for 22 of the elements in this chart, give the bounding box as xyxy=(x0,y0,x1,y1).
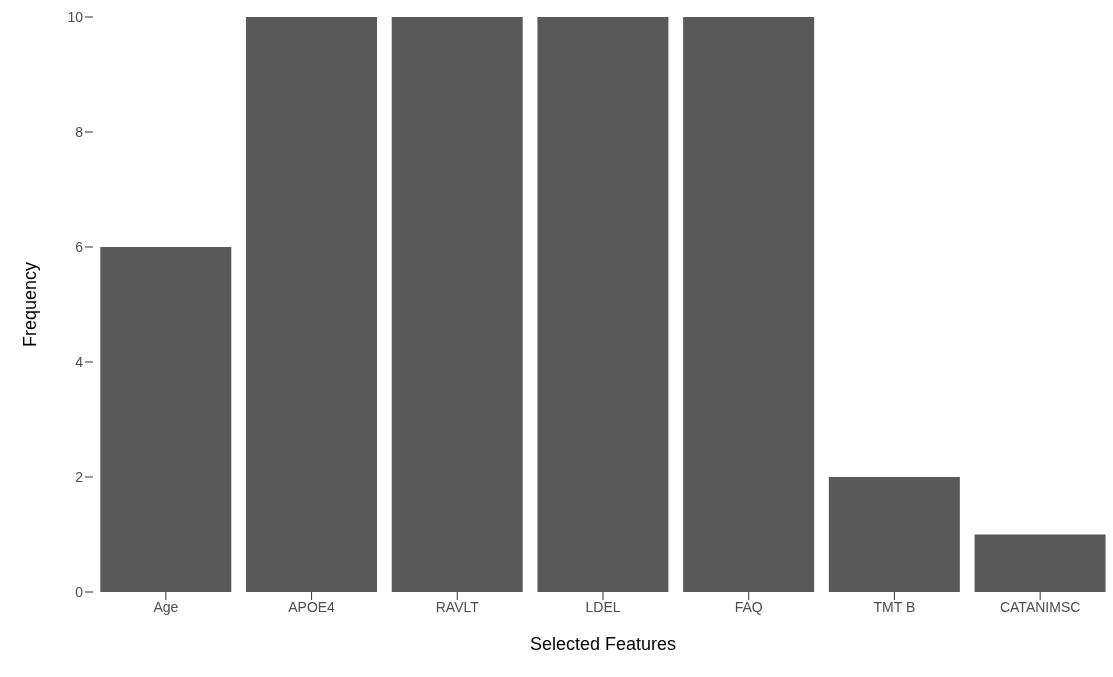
bar xyxy=(974,534,1106,592)
x-axis-title: Selected Features xyxy=(529,634,677,654)
bar xyxy=(683,17,815,592)
bar xyxy=(537,17,669,592)
x-tick-label: Age xyxy=(153,598,179,615)
y-tick-label: 6 xyxy=(75,238,84,255)
x-tick-label: APOE4 xyxy=(288,598,336,615)
y-tick-label: 4 xyxy=(75,353,84,370)
x-tick-label: FAQ xyxy=(734,598,763,615)
x-tick-label: CATANIMSC xyxy=(999,598,1081,615)
x-tick-label: RAVLT xyxy=(435,598,480,615)
y-tick-label: 8 xyxy=(75,123,84,140)
bar xyxy=(828,477,960,592)
y-axis-title: Frequency xyxy=(20,261,41,348)
y-tick-label: 2 xyxy=(75,468,84,485)
x-tick-label: TMT B xyxy=(873,598,916,615)
y-tick-label: 10 xyxy=(67,8,84,25)
x-tick-label: LDEL xyxy=(585,598,621,615)
bar xyxy=(391,17,523,592)
bar xyxy=(246,17,377,592)
bar xyxy=(100,247,232,592)
y-tick-label: 0 xyxy=(75,583,84,600)
